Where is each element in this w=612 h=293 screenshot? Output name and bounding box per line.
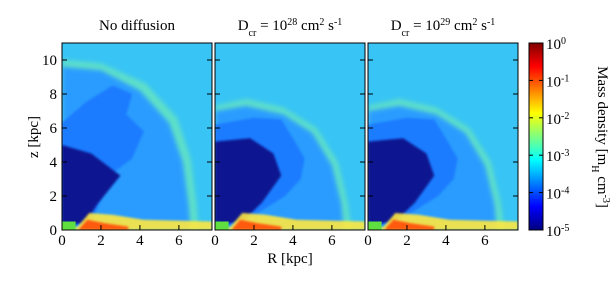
- y-tick-label: 10: [42, 53, 57, 69]
- text-part: s: [324, 18, 334, 34]
- x-axis-label: R [kpc]: [267, 251, 312, 267]
- colorbar-tick-label: 100: [546, 36, 566, 54]
- x-tick-label: 6: [328, 233, 336, 249]
- y-tick-label: 4: [50, 155, 58, 171]
- text-part: 29: [440, 17, 450, 28]
- colorbar-tick-label: 10-4: [546, 185, 569, 203]
- y-tick-label: 0: [50, 223, 58, 239]
- tick-exponent: 0: [561, 36, 566, 47]
- x-tick-label: 0: [58, 233, 66, 249]
- y-axis-label: z [kpc]: [26, 116, 42, 158]
- text-part: cm: [450, 18, 472, 34]
- text-part: 2: [319, 17, 324, 28]
- x-tick-label: 2: [250, 233, 258, 249]
- tick-exponent: -1: [561, 73, 569, 84]
- cavity: [368, 138, 435, 225]
- tick-base: 10: [546, 37, 561, 53]
- text-part: cr: [249, 28, 257, 39]
- hot-layer: [385, 219, 435, 230]
- text-part: No diffusion: [99, 18, 175, 34]
- tick-exponent: -5: [561, 223, 569, 234]
- tick-exponent: -4: [561, 185, 569, 196]
- y-tick-label: 2: [50, 189, 58, 205]
- x-tick-label: 0: [211, 233, 219, 249]
- colorbar-tick-label: 10-5: [546, 223, 569, 241]
- panel-title: No diffusion: [99, 18, 175, 34]
- text-part: -3: [601, 195, 612, 203]
- text-part: Mass density [m: [594, 66, 610, 165]
- disk: [62, 221, 76, 230]
- density-map: [215, 43, 365, 230]
- text-part: H: [590, 165, 601, 172]
- tick-base: 10: [546, 187, 561, 203]
- tick-base: 10: [546, 149, 561, 165]
- colorbar-label: Mass density [mH cm-3]: [590, 66, 612, 208]
- density-map: [368, 43, 518, 230]
- hot-layer: [232, 219, 282, 230]
- tick-base: 10: [546, 74, 561, 90]
- cavity: [215, 138, 282, 225]
- text-part: cr: [402, 28, 410, 39]
- disk: [215, 221, 229, 230]
- density-map: [62, 43, 212, 230]
- colorbar-tick-label: 10-1: [546, 73, 569, 91]
- x-tick-label: 2: [403, 233, 411, 249]
- x-tick-label: 4: [442, 233, 450, 249]
- x-tick-label: 6: [481, 233, 489, 249]
- tick-exponent: -3: [561, 148, 569, 159]
- panel-frame: [367, 42, 519, 231]
- text-part: = 10: [256, 18, 287, 34]
- colorbar-tick-label: 10-2: [546, 110, 569, 128]
- text-part: 2: [472, 17, 477, 28]
- y-tick-label: 8: [50, 87, 58, 103]
- text-part: D: [391, 18, 402, 34]
- hot-layer: [79, 219, 129, 230]
- colorbar: [528, 42, 544, 231]
- text-part: D: [238, 18, 249, 34]
- text-part: cm: [297, 18, 319, 34]
- text-part: = 10: [409, 18, 440, 34]
- y-tick-label: 6: [50, 121, 58, 137]
- colorbar-tick-label: 10-3: [546, 148, 569, 166]
- cavity: [62, 145, 121, 225]
- panel-title: Dcr = 1028 cm2 s-1: [238, 17, 343, 39]
- text-part: s: [477, 18, 487, 34]
- x-tick-label: 6: [175, 233, 183, 249]
- text-part: ]: [594, 203, 610, 208]
- disk: [368, 221, 382, 230]
- x-tick-label: 2: [97, 233, 105, 249]
- x-tick-label: 0: [364, 233, 372, 249]
- tick-exponent: -2: [561, 110, 569, 121]
- text-part: -1: [334, 17, 342, 28]
- panel-frame: [61, 42, 213, 231]
- x-tick-label: 4: [289, 233, 297, 249]
- text-part: cm: [594, 172, 610, 194]
- panel-frame: [214, 42, 366, 231]
- panel-title: Dcr = 1029 cm2 s-1: [391, 17, 496, 39]
- text-part: -1: [487, 17, 495, 28]
- tick-base: 10: [546, 112, 561, 128]
- tick-base: 10: [546, 224, 561, 240]
- x-tick-label: 4: [136, 233, 144, 249]
- text-part: 28: [287, 17, 297, 28]
